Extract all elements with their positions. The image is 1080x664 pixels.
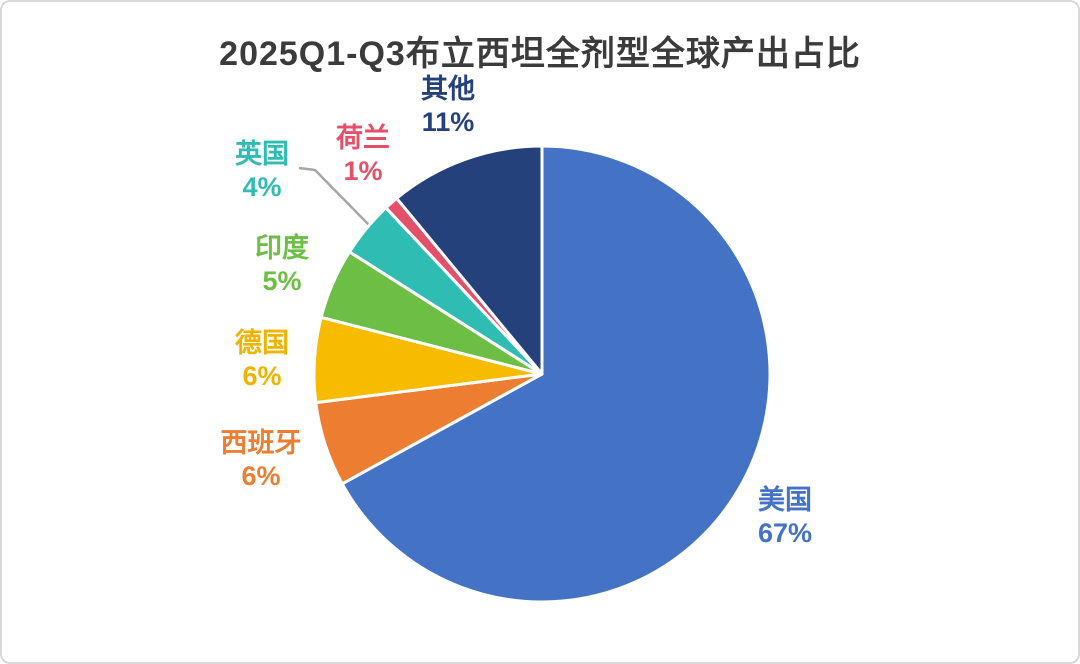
label-other-pct: 11% bbox=[421, 107, 475, 137]
label-netherlands: 荷兰 1% bbox=[336, 122, 390, 188]
label-netherlands-name: 荷兰 bbox=[336, 123, 390, 153]
label-uk: 英国 4% bbox=[235, 138, 289, 204]
label-usa-pct: 67% bbox=[757, 518, 813, 548]
label-uk-pct: 4% bbox=[242, 172, 282, 202]
label-germany-pct: 6% bbox=[242, 361, 282, 391]
label-germany: 德国 6% bbox=[235, 327, 289, 393]
label-netherlands-pct: 1% bbox=[343, 156, 383, 186]
pie-slice-usa bbox=[340, 144, 772, 604]
pie-slice-other bbox=[395, 144, 544, 376]
label-germany-name: 德国 bbox=[235, 328, 289, 358]
label-usa: 美国 67% bbox=[758, 484, 812, 550]
label-spain-pct: 6% bbox=[241, 461, 281, 491]
label-india-name: 印度 bbox=[255, 233, 309, 263]
uk-leader-line bbox=[298, 166, 370, 226]
label-spain-name: 西班牙 bbox=[220, 428, 302, 458]
chart-title: 2025Q1-Q3布立西坦全剂型全球产出占比 bbox=[219, 35, 861, 73]
label-india-pct: 5% bbox=[262, 266, 302, 296]
label-other-name: 其他 bbox=[421, 74, 475, 104]
label-india: 印度 5% bbox=[255, 232, 309, 298]
label-spain: 西班牙 6% bbox=[221, 427, 302, 493]
label-uk-name: 英国 bbox=[235, 139, 289, 169]
label-other: 其他 11% bbox=[421, 73, 475, 139]
label-usa-name: 美国 bbox=[757, 485, 812, 515]
